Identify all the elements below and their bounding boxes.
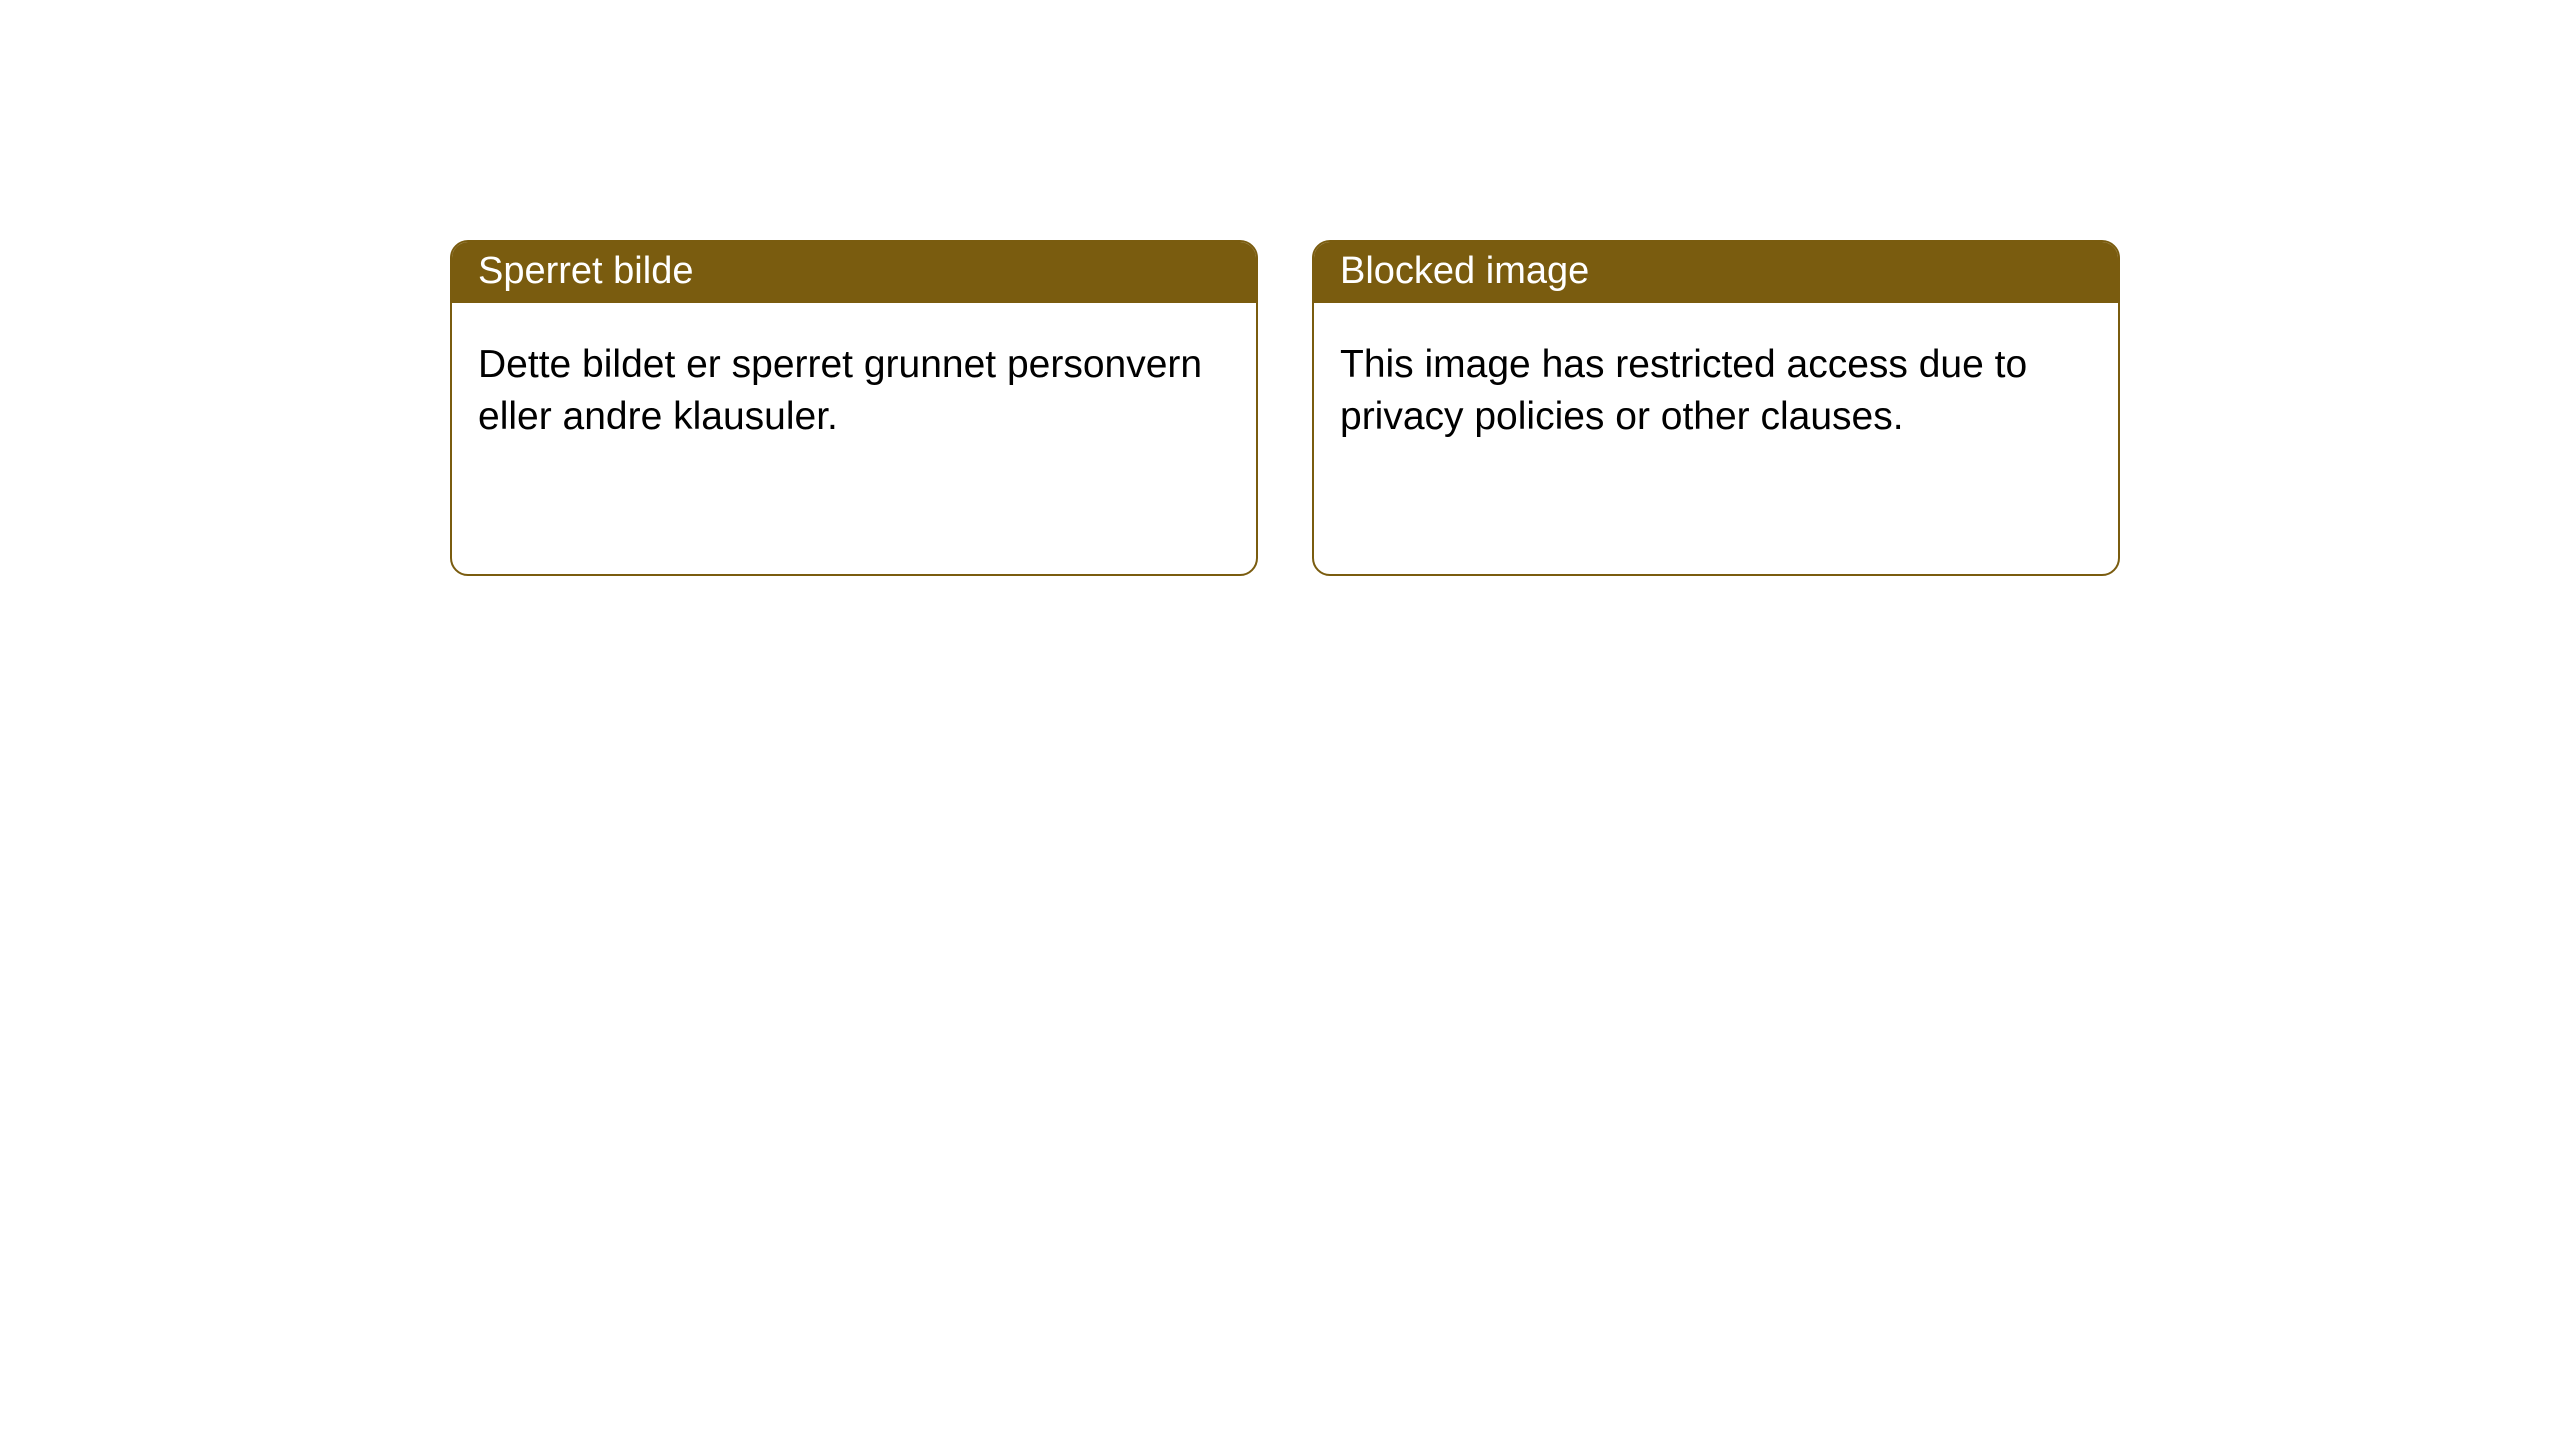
notice-body-english: This image has restricted access due to … <box>1314 303 2118 480</box>
notice-card-english: Blocked image This image has restricted … <box>1312 240 2120 576</box>
notice-title-norwegian: Sperret bilde <box>452 242 1256 303</box>
notice-title-english: Blocked image <box>1314 242 2118 303</box>
notice-container: Sperret bilde Dette bildet er sperret gr… <box>450 240 2120 576</box>
notice-card-norwegian: Sperret bilde Dette bildet er sperret gr… <box>450 240 1258 576</box>
notice-body-norwegian: Dette bildet er sperret grunnet personve… <box>452 303 1256 480</box>
